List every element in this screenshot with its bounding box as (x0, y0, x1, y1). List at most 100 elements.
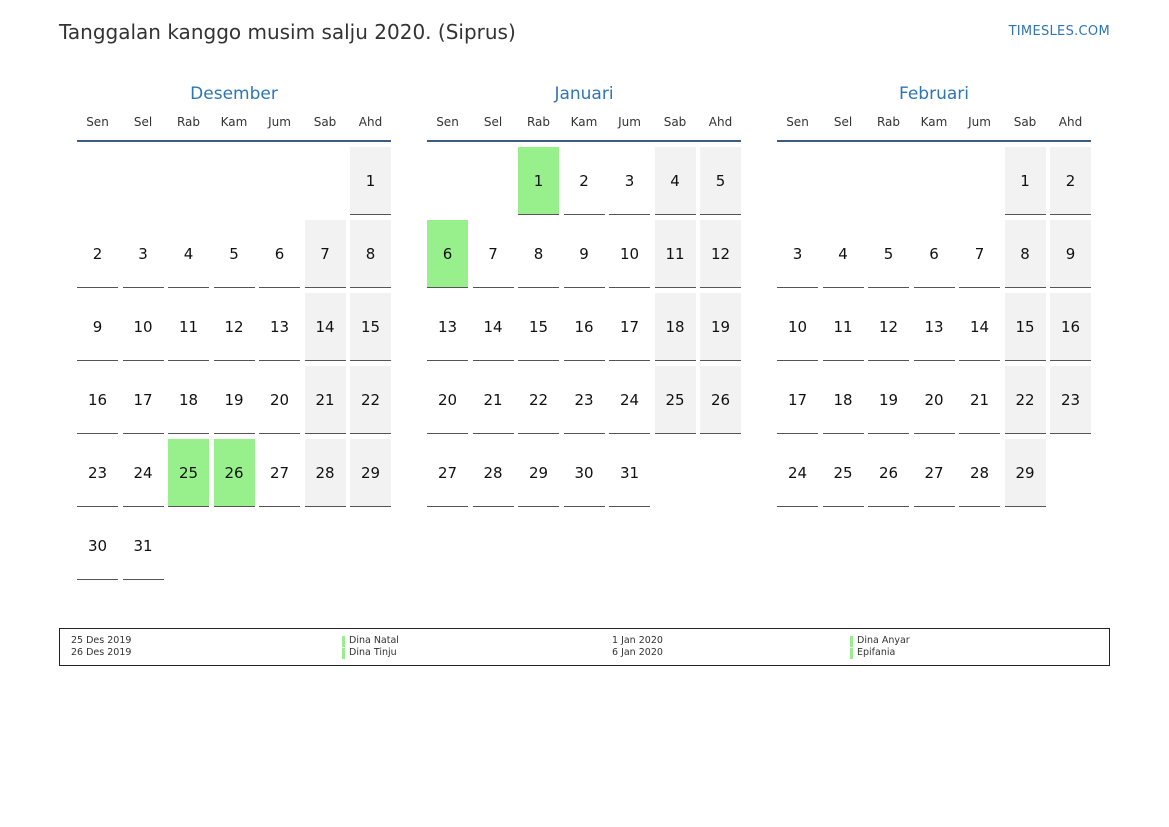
day-cell[interactable]: 10 (609, 220, 650, 288)
day-cell[interactable]: 31 (122, 512, 164, 580)
day-cell[interactable]: 21 (472, 366, 514, 434)
day-cell[interactable]: 3 (122, 220, 164, 288)
day-cell[interactable]: 10 (122, 293, 164, 361)
day-cell[interactable]: 17 (122, 366, 164, 434)
day-cell[interactable]: 26 (868, 439, 909, 507)
day-cell[interactable]: 21 (959, 366, 1000, 434)
day-cell[interactable]: 8 (350, 220, 391, 288)
day-cell[interactable]: 31 (609, 439, 650, 507)
day-cell[interactable]: 13 (259, 293, 300, 361)
day-cell[interactable]: 14 (472, 293, 514, 361)
day-cell[interactable]: 23 (1050, 366, 1091, 434)
day-cell[interactable]: 28 (304, 439, 346, 507)
day-cell[interactable]: 3 (609, 147, 650, 215)
weekday-label: Rab (526, 115, 551, 129)
day-cell[interactable]: 24 (777, 439, 818, 507)
day-cell[interactable]: 15 (350, 293, 391, 361)
day-cell[interactable]: 22 (518, 366, 559, 434)
day-cell[interactable]: 6 (259, 220, 300, 288)
day-cell[interactable]: 23 (563, 366, 605, 434)
holiday-day-cell[interactable]: 6 (427, 220, 468, 288)
day-cell[interactable]: 18 (654, 293, 696, 361)
day-cell[interactable]: 7 (304, 220, 346, 288)
day-cell[interactable]: 19 (700, 293, 741, 361)
day-cell[interactable]: 12 (213, 293, 255, 361)
day-cell[interactable]: 20 (913, 366, 955, 434)
day-cell[interactable]: 4 (822, 220, 864, 288)
day-cell[interactable]: 22 (1004, 366, 1046, 434)
day-cell[interactable]: 12 (700, 220, 741, 288)
day-cell[interactable]: 9 (563, 220, 605, 288)
day-cell[interactable]: 23 (77, 439, 118, 507)
day-cell[interactable]: 18 (168, 366, 209, 434)
day-cell[interactable]: 30 (77, 512, 118, 580)
day-cell[interactable]: 29 (350, 439, 391, 507)
day-cell[interactable]: 4 (654, 147, 696, 215)
day-cell[interactable]: 7 (472, 220, 514, 288)
day-cell[interactable]: 7 (959, 220, 1000, 288)
day-cell[interactable]: 16 (1050, 293, 1091, 361)
site-link[interactable]: TIMESLES.COM (1008, 24, 1110, 39)
day-cell[interactable]: 1 (350, 147, 391, 215)
day-grid: 1 2 3 4 5 6 7 8 9 10 11 12 13 14 15 16 17 18 19 20 21 22 23 24 2… (777, 147, 1091, 507)
day-cell[interactable]: 5 (868, 220, 909, 288)
day-cell[interactable]: 16 (77, 366, 118, 434)
weekday-label: Kam (920, 115, 948, 129)
day-cell[interactable]: 5 (213, 220, 255, 288)
weekday-label: Kam (570, 115, 598, 129)
day-cell[interactable]: 2 (563, 147, 605, 215)
day-cell[interactable]: 20 (427, 366, 468, 434)
day-cell[interactable]: 27 (259, 439, 300, 507)
day-cell[interactable]: 27 (913, 439, 955, 507)
day-cell[interactable]: 25 (654, 366, 696, 434)
day-cell[interactable]: 19 (868, 366, 909, 434)
day-cell[interactable]: 8 (518, 220, 559, 288)
holiday-day-cell[interactable]: 1 (518, 147, 559, 215)
holiday-day-cell[interactable]: 26 (213, 439, 255, 507)
day-cell[interactable]: 24 (609, 366, 650, 434)
day-cell[interactable]: 8 (1004, 220, 1046, 288)
day-cell[interactable]: 29 (1004, 439, 1046, 507)
day-cell[interactable]: 3 (777, 220, 818, 288)
day-cell[interactable]: 6 (913, 220, 955, 288)
day-cell[interactable]: 14 (304, 293, 346, 361)
day-cell[interactable]: 4 (168, 220, 209, 288)
day-cell[interactable]: 22 (350, 366, 391, 434)
day-cell[interactable]: 24 (122, 439, 164, 507)
day-cell[interactable]: 5 (700, 147, 741, 215)
day-grid: 1 2 3 4 5 6 7 8 9 10 11 12 13 14 15 16 17 18 19 20 21 22 23 24 2… (77, 147, 391, 580)
day-cell[interactable]: 18 (822, 366, 864, 434)
day-cell[interactable]: 19 (213, 366, 255, 434)
day-cell[interactable]: 2 (1050, 147, 1091, 215)
day-cell[interactable]: 11 (822, 293, 864, 361)
day-cell[interactable]: 20 (259, 366, 300, 434)
day-cell[interactable]: 30 (563, 439, 605, 507)
empty-cell (305, 147, 346, 215)
day-cell[interactable]: 16 (563, 293, 605, 361)
day-cell[interactable]: 21 (304, 366, 346, 434)
day-cell[interactable]: 15 (518, 293, 559, 361)
day-cell[interactable]: 25 (822, 439, 864, 507)
day-cell[interactable]: 15 (1004, 293, 1046, 361)
day-cell[interactable]: 9 (77, 293, 118, 361)
legend-holiday-name: Dina Anyar (857, 635, 910, 646)
day-cell[interactable]: 17 (777, 366, 818, 434)
day-cell[interactable]: 29 (518, 439, 559, 507)
day-cell[interactable]: 27 (427, 439, 468, 507)
day-cell[interactable]: 28 (472, 439, 514, 507)
day-cell[interactable]: 13 (427, 293, 468, 361)
holiday-day-cell[interactable]: 25 (168, 439, 209, 507)
day-cell[interactable]: 17 (609, 293, 650, 361)
day-cell[interactable]: 9 (1050, 220, 1091, 288)
day-cell[interactable]: 2 (77, 220, 118, 288)
day-cell[interactable]: 11 (654, 220, 696, 288)
day-cell[interactable]: 28 (959, 439, 1000, 507)
day-cell[interactable]: 14 (959, 293, 1000, 361)
day-cell[interactable]: 10 (777, 293, 818, 361)
day-cell[interactable]: 11 (168, 293, 209, 361)
day-cell[interactable]: 1 (1004, 147, 1046, 215)
legend-date: 1 Jan 2020 (612, 635, 663, 646)
day-cell[interactable]: 12 (868, 293, 909, 361)
day-cell[interactable]: 26 (700, 366, 741, 434)
day-cell[interactable]: 13 (913, 293, 955, 361)
